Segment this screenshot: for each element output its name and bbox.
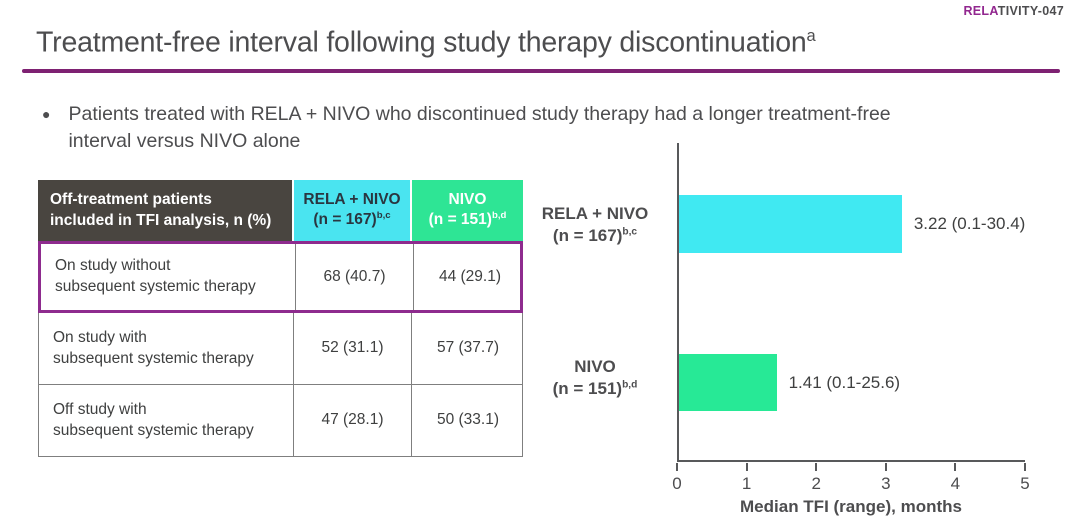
- table-header-rela-nivo: RELA + NIVO (n = 167)b,c: [292, 180, 410, 241]
- chart-category-nivo: NIVO (n = 151)b,d: [552, 357, 638, 399]
- tfi-table: Off-treatment patients included in TFI a…: [38, 180, 523, 457]
- table-row-off-study-with: Off study with subsequent systemic thera…: [38, 385, 523, 457]
- row-label: Off study with subsequent systemic thera…: [53, 400, 254, 439]
- x-axis-tick: [676, 463, 678, 471]
- bullet-icon: ●: [42, 106, 51, 122]
- chart-category-rela-nivo: RELA + NIVO (n = 167)b,c: [541, 204, 649, 246]
- x-axis-tick: [815, 463, 818, 471]
- table-header-row: Off-treatment patients included in TFI a…: [38, 180, 523, 241]
- bar-label-nivo: 1.41 (0.1-25.6): [788, 372, 901, 392]
- study-tag-highlight: RELA: [963, 4, 998, 18]
- bullet-text: Patients treated with RELA + NIVO who di…: [68, 103, 891, 152]
- rela-nivo-value: 47 (28.1): [293, 385, 411, 456]
- bar-nivo: [679, 354, 777, 411]
- x-axis-tick: [954, 463, 957, 471]
- table-header-rela-nivo-name: RELA + NIVO: [303, 191, 401, 209]
- nivo-value: 57 (37.7): [411, 313, 524, 384]
- bar-row-rela-nivo: 3.22 (0.1-30.4): [679, 195, 1025, 253]
- x-axis-tick-label: 5: [1020, 474, 1030, 493]
- rela-nivo-value: 52 (31.1): [293, 313, 411, 384]
- table-header-offtreatment: Off-treatment patients included in TFI a…: [38, 180, 292, 241]
- bar-chart-plot-area: 3.22 (0.1-30.4) 1.41 (0.1-25.6): [677, 143, 1025, 462]
- page-title: Treatment-free interval following study …: [36, 26, 816, 60]
- table-header-offtreatment-line1: Off-treatment patients: [50, 191, 212, 209]
- study-tag-rest: TIVITY-047: [997, 4, 1064, 18]
- x-axis-tick: [1024, 463, 1026, 471]
- x-axis-tick: [745, 463, 748, 471]
- x-axis-tick-label: 3: [881, 474, 891, 493]
- x-axis-title: Median TFI (range), months: [740, 497, 962, 516]
- study-tag: RELATIVITY-047: [963, 4, 1064, 18]
- table-row-on-study-without: On study without subsequent systemic the…: [38, 241, 523, 313]
- nivo-value: 44 (29.1): [413, 244, 526, 310]
- bar-row-nivo: 1.41 (0.1-25.6): [679, 354, 1025, 411]
- page-title-superscript: a: [806, 26, 816, 45]
- nivo-value: 50 (33.1): [411, 385, 524, 456]
- row-label: On study with subsequent systemic therap…: [53, 328, 254, 367]
- bar-label-rela-nivo: 3.22 (0.1-30.4): [913, 214, 1026, 233]
- x-axis-tick-label: 2: [811, 474, 821, 493]
- x-axis-tick-label: 4: [950, 474, 961, 493]
- table-header-nivo: NIVO (n = 151)b,d: [410, 180, 523, 241]
- title-divider: [22, 69, 1060, 73]
- bar-rela-nivo: [679, 195, 902, 253]
- table-header-offtreatment-line2: included in TFI analysis, n (%): [50, 211, 272, 229]
- table-header-nivo-name: NIVO: [448, 191, 487, 209]
- table-row-on-study-with: On study with subsequent systemic therap…: [38, 313, 523, 385]
- bullet-point: ● Patients treated with RELA + NIVO who …: [42, 101, 942, 155]
- table-header-rela-nivo-n: (n = 167)b,c: [313, 210, 391, 229]
- row-label: On study without subsequent systemic the…: [55, 257, 256, 295]
- x-axis-tick: [884, 463, 887, 471]
- table-header-nivo-n: (n = 151)b,d: [428, 210, 507, 229]
- page-title-text: Treatment-free interval following study …: [36, 26, 807, 59]
- x-axis-tick-label: 1: [741, 474, 752, 493]
- rela-nivo-value: 68 (40.7): [295, 244, 413, 310]
- x-axis-tick-label: 0: [672, 474, 682, 493]
